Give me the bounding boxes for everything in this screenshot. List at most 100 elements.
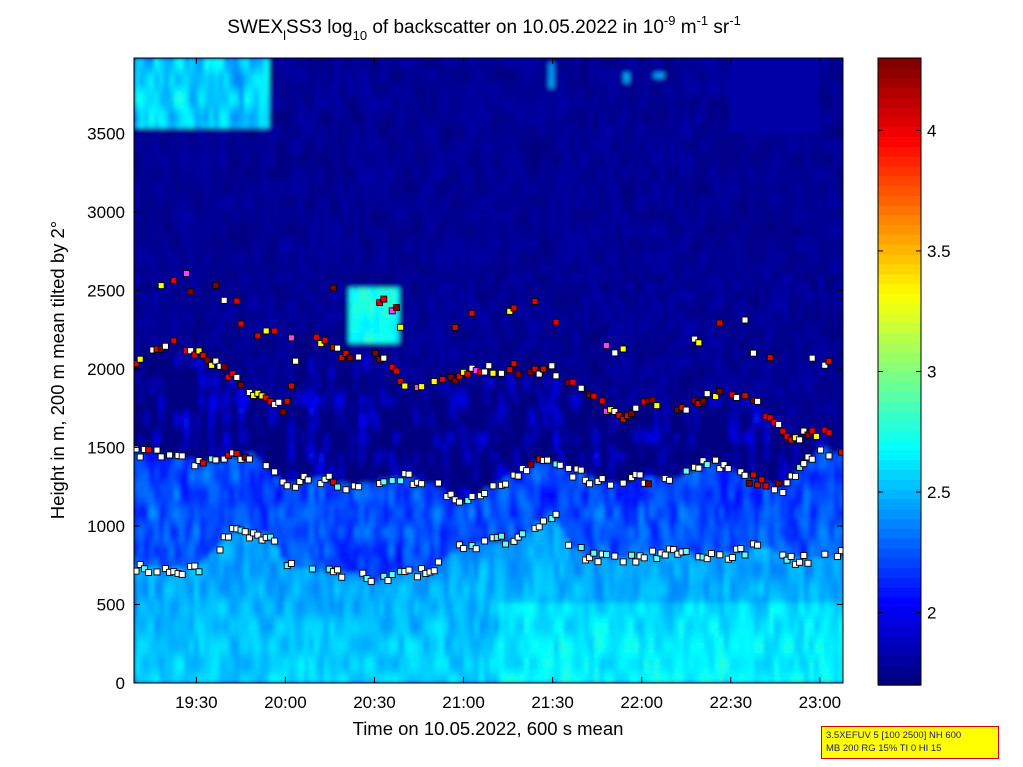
heatmap-cell (274, 73, 280, 79)
heatmap-cell (294, 488, 300, 494)
heatmap-cell (279, 373, 285, 379)
heatmap-cell (324, 528, 330, 534)
heatmap-cell (184, 198, 190, 204)
heatmap-cell (324, 488, 330, 494)
heatmap-cell (234, 338, 240, 344)
heatmap-cell (289, 298, 295, 304)
heatmap-cell (149, 183, 155, 189)
heatmap-cell (179, 148, 185, 154)
heatmap-cell (259, 573, 265, 579)
heatmap-cell (219, 218, 225, 224)
heatmap-cell (204, 463, 210, 469)
heatmap-cell (199, 363, 205, 369)
heatmap-cell (154, 223, 160, 229)
heatmap-cell (299, 483, 305, 489)
heatmap-cell (254, 278, 260, 284)
heatmap-cell (229, 623, 235, 629)
heatmap-cell (319, 58, 325, 64)
heatmap-cell (289, 308, 295, 314)
heatmap-cell (174, 178, 180, 184)
heatmap-cell (324, 108, 330, 114)
heatmap-cell (209, 343, 215, 349)
heatmap-cell (239, 648, 245, 654)
heatmap-cell (284, 678, 290, 683)
heatmap-cell (319, 548, 325, 554)
heatmap-cell (309, 338, 315, 344)
heatmap-cell (299, 73, 305, 79)
heatmap-cell (164, 438, 170, 444)
heatmap-cell (294, 603, 300, 609)
heatmap-cell (274, 663, 280, 669)
heatmap-cell (139, 273, 145, 279)
heatmap-cell (314, 178, 320, 184)
heatmap-cell (189, 68, 195, 74)
heatmap-cell (179, 548, 185, 554)
heatmap-cell (269, 263, 275, 269)
heatmap-cell (259, 133, 265, 139)
heatmap-cell (299, 188, 305, 194)
heatmap-cell (254, 228, 260, 234)
heatmap-cell (314, 488, 320, 494)
heatmap-cell (154, 478, 160, 484)
heatmap-cell (254, 108, 260, 114)
heatmap-cell (254, 123, 260, 129)
heatmap-cell (274, 213, 280, 219)
heatmap-cell (249, 103, 255, 109)
heatmap-cell (244, 673, 250, 679)
heatmap-cell (324, 233, 330, 239)
heatmap-cell (159, 678, 165, 683)
heatmap-cell (289, 218, 295, 224)
heatmap-cell (149, 108, 155, 114)
heatmap-cell (134, 58, 140, 64)
heatmap-cell (184, 178, 190, 184)
heatmap-cell (219, 583, 225, 589)
heatmap-cell (254, 608, 260, 614)
heatmap-cell (234, 358, 240, 364)
heatmap-cell (294, 503, 300, 509)
heatmap-cell (204, 303, 210, 309)
heatmap-cell (244, 623, 250, 629)
heatmap-cell (224, 633, 230, 639)
heatmap-cell (194, 273, 200, 279)
heatmap-cell (324, 88, 330, 94)
heatmap-cell (139, 363, 145, 369)
heatmap-cell (194, 153, 200, 159)
heatmap-cell (244, 643, 250, 649)
heatmap-cell (189, 163, 195, 169)
heatmap-cell (264, 658, 270, 664)
heatmap-cell (149, 608, 155, 614)
heatmap-cell (324, 373, 330, 379)
heatmap-cell (159, 298, 165, 304)
heatmap-cell (319, 493, 325, 499)
heatmap-cell (194, 108, 200, 114)
heatmap-cell (279, 123, 285, 129)
heatmap-cell (169, 673, 175, 679)
heatmap-cell (139, 508, 145, 514)
heatmap-cell (229, 308, 235, 314)
heatmap-cell (199, 168, 205, 174)
heatmap-cell (274, 528, 280, 534)
heatmap-cell (309, 368, 315, 374)
heatmap-cell (319, 428, 325, 434)
heatmap-cell (254, 138, 260, 144)
heatmap-cell (144, 293, 150, 299)
heatmap-cell (209, 258, 215, 264)
heatmap-cell (209, 383, 215, 389)
heatmap-cell (289, 183, 295, 189)
heatmap-cell (199, 238, 205, 244)
heatmap-cell (324, 558, 330, 564)
heatmap-cell (299, 513, 305, 519)
heatmap-cell (299, 98, 305, 104)
heatmap-cell (254, 188, 260, 194)
heatmap-cell (154, 158, 160, 164)
heatmap-cell (194, 118, 200, 124)
heatmap-cell (304, 538, 310, 544)
heatmap-cell (169, 383, 175, 389)
heatmap-cell (149, 473, 155, 479)
heatmap-cell (264, 528, 270, 534)
heatmap-cell (149, 543, 155, 549)
heatmap-cell (259, 123, 265, 129)
heatmap-cell (219, 178, 225, 184)
heatmap-cell (134, 298, 140, 304)
heatmap-cell (159, 353, 165, 359)
